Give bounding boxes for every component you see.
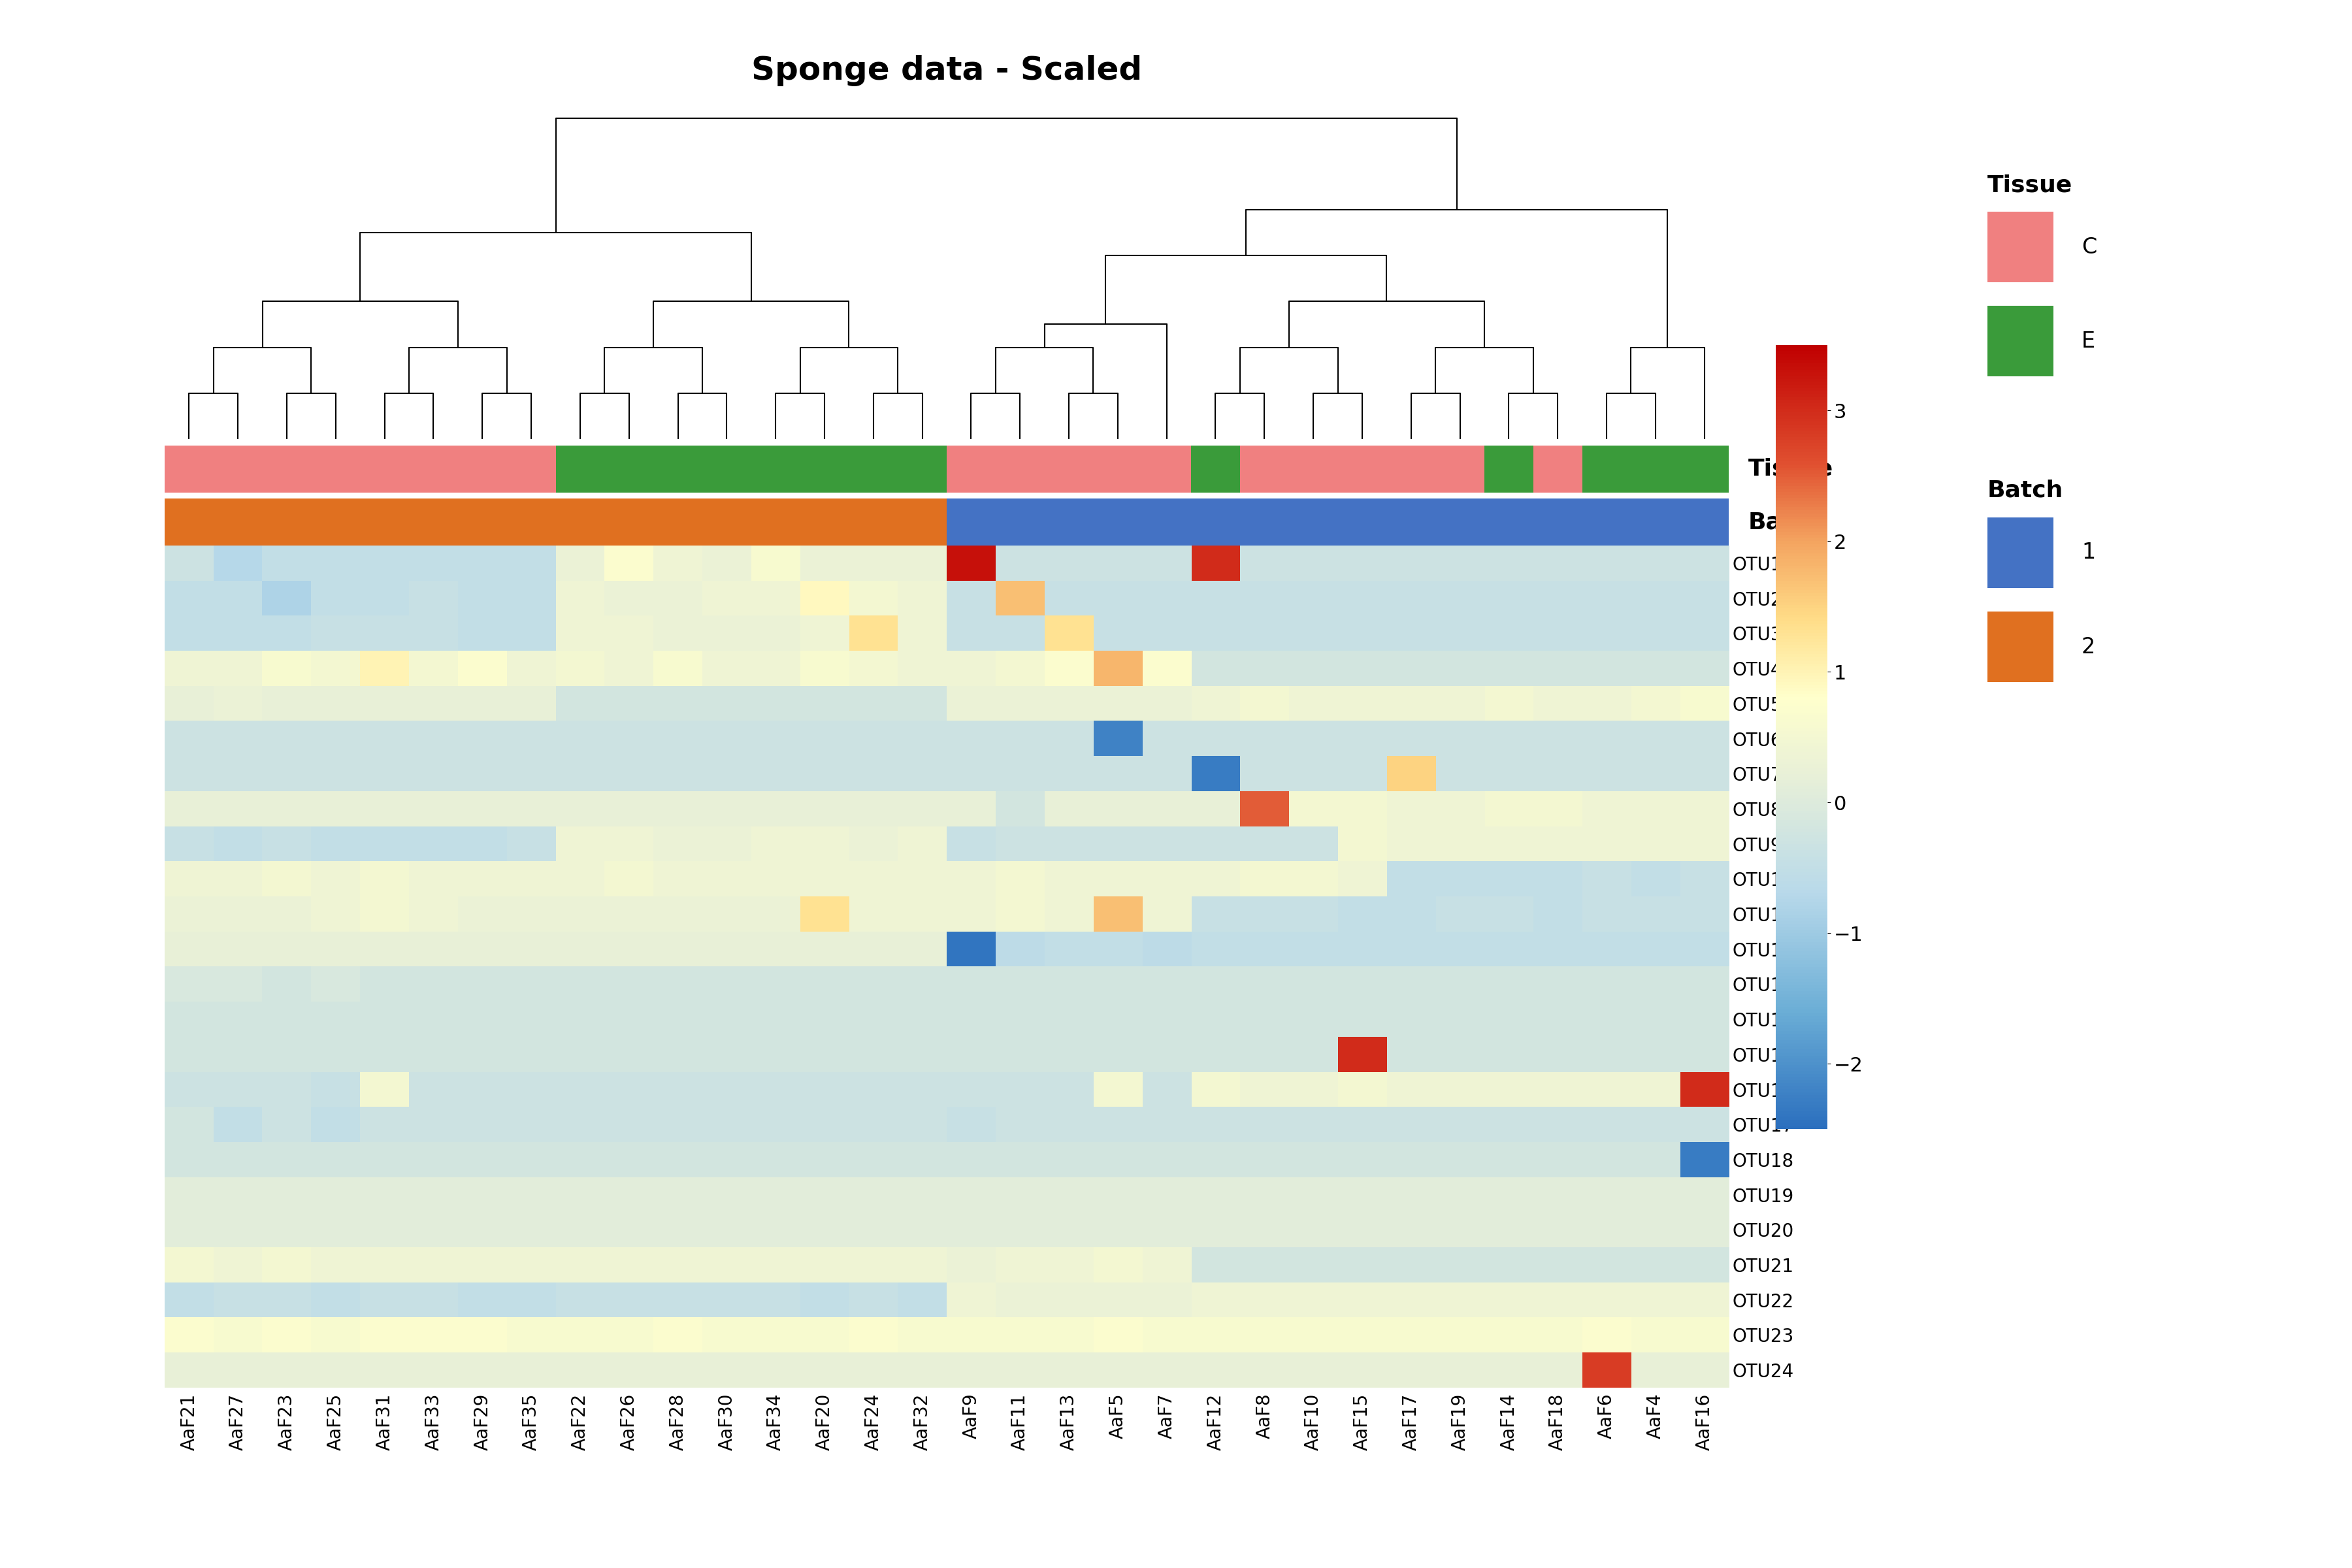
Text: E: E bbox=[2082, 331, 2096, 351]
Text: C: C bbox=[2082, 237, 2096, 257]
Bar bbox=[1388, 445, 1435, 492]
Bar bbox=[409, 445, 459, 492]
Bar bbox=[459, 499, 506, 546]
Bar bbox=[1143, 499, 1190, 546]
Bar bbox=[1583, 445, 1630, 492]
Bar bbox=[604, 499, 654, 546]
Bar bbox=[1534, 445, 1583, 492]
Text: 2: 2 bbox=[2082, 637, 2096, 657]
Bar bbox=[459, 445, 506, 492]
Bar bbox=[995, 499, 1044, 546]
Bar bbox=[1044, 499, 1094, 546]
Bar bbox=[1583, 499, 1630, 546]
Bar bbox=[409, 499, 459, 546]
Bar bbox=[1679, 445, 1729, 492]
Bar bbox=[1044, 445, 1094, 492]
Bar bbox=[214, 445, 263, 492]
Bar bbox=[750, 445, 800, 492]
Bar bbox=[800, 445, 849, 492]
Text: Batch: Batch bbox=[1748, 511, 1825, 533]
Bar bbox=[800, 499, 849, 546]
Bar bbox=[1338, 445, 1388, 492]
Bar bbox=[1289, 499, 1338, 546]
Bar bbox=[898, 445, 948, 492]
Bar bbox=[654, 499, 703, 546]
Bar bbox=[1679, 499, 1729, 546]
Bar bbox=[1435, 445, 1484, 492]
Bar bbox=[360, 499, 409, 546]
Text: Batch: Batch bbox=[1987, 480, 2063, 502]
Bar bbox=[214, 499, 263, 546]
Bar bbox=[898, 499, 948, 546]
Bar bbox=[654, 445, 703, 492]
Bar bbox=[360, 445, 409, 492]
Bar bbox=[310, 445, 360, 492]
Bar bbox=[1534, 499, 1583, 546]
Bar bbox=[703, 499, 750, 546]
Bar bbox=[948, 445, 995, 492]
Bar bbox=[506, 445, 555, 492]
Bar bbox=[263, 445, 310, 492]
Bar bbox=[310, 499, 360, 546]
Bar bbox=[1484, 499, 1534, 546]
Text: Tissue: Tissue bbox=[1748, 458, 1832, 480]
Text: 1: 1 bbox=[2082, 543, 2096, 563]
Bar bbox=[948, 499, 995, 546]
Bar bbox=[165, 499, 214, 546]
Bar bbox=[1094, 445, 1143, 492]
Bar bbox=[1190, 499, 1240, 546]
Bar bbox=[555, 499, 604, 546]
Bar bbox=[1094, 499, 1143, 546]
Text: Sponge data - Scaled: Sponge data - Scaled bbox=[750, 55, 1143, 86]
Bar bbox=[1388, 499, 1435, 546]
Bar bbox=[1143, 445, 1190, 492]
Bar bbox=[506, 499, 555, 546]
Bar bbox=[1240, 445, 1289, 492]
Bar bbox=[1190, 445, 1240, 492]
Bar bbox=[165, 445, 214, 492]
Bar bbox=[263, 499, 310, 546]
Bar bbox=[849, 499, 898, 546]
Bar bbox=[1630, 445, 1679, 492]
Text: Tissue: Tissue bbox=[1987, 174, 2072, 196]
Bar bbox=[1630, 499, 1679, 546]
Bar bbox=[750, 499, 800, 546]
Bar bbox=[1289, 445, 1338, 492]
Bar bbox=[1240, 499, 1289, 546]
Bar bbox=[555, 445, 604, 492]
Bar bbox=[1435, 499, 1484, 546]
Bar bbox=[703, 445, 750, 492]
Bar bbox=[1484, 445, 1534, 492]
Bar bbox=[604, 445, 654, 492]
Bar bbox=[995, 445, 1044, 492]
Bar bbox=[1338, 499, 1388, 546]
Bar bbox=[849, 445, 898, 492]
